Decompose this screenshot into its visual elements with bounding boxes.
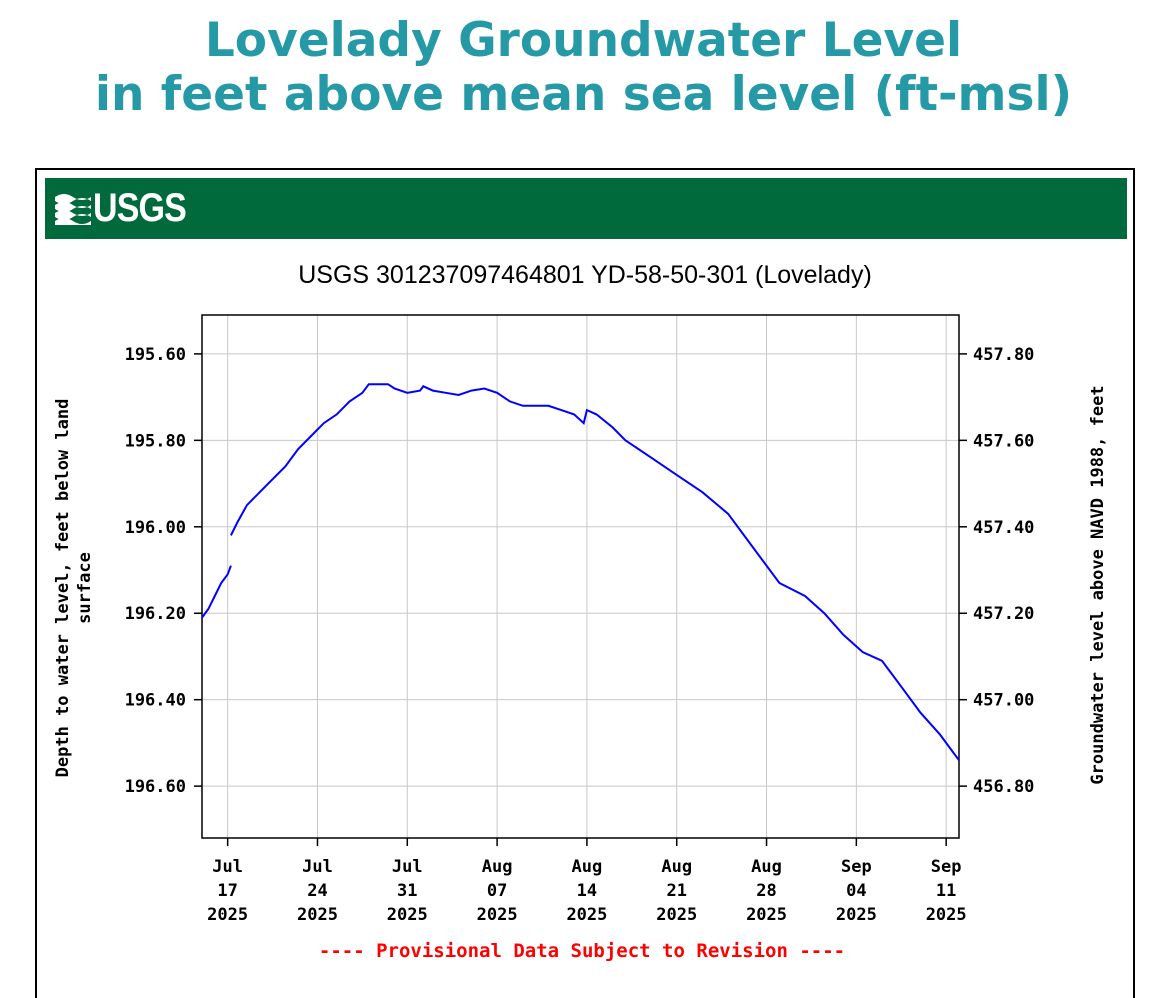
x-tick-label: 2025 [656,905,697,925]
x-tick-label: Aug [751,857,782,877]
right-tick-label: 457.20 [973,604,1034,624]
right-tick-label: 457.80 [973,345,1034,365]
right-tick-label: 456.80 [973,777,1034,797]
x-tick-label: 2025 [566,905,607,925]
left-axis-label-line2: surface [75,552,95,624]
x-tick-label: 11 [936,881,956,901]
x-tick-label: 2025 [477,905,518,925]
left-tick-label: 195.80 [125,431,186,451]
right-axis-label-text: Groundwater level above NAVD 1988, feet [1088,385,1108,784]
page-title: Lovelady Groundwater Level in feet above… [0,14,1167,122]
page-title-line2: in feet above mean sea level (ft-msl) [94,67,1073,122]
x-tick-label: 2025 [387,905,428,925]
x-tick-label: 17 [217,881,237,901]
series-line [230,383,960,761]
x-tick-label: 04 [846,881,866,901]
right-tick-label: 457.60 [973,431,1034,451]
right-tick-label: 457.00 [973,691,1034,711]
right-tick-label: 457.40 [973,518,1034,538]
left-tick-label: 196.60 [125,777,186,797]
left-axis-label-line1: Depth to water level, feet below land [53,399,73,778]
x-tick-label: 2025 [836,905,877,925]
x-tick-label: Jul [212,857,243,877]
x-tick-label: Aug [572,857,603,877]
x-tick-label: Aug [661,857,692,877]
grid-lines [202,315,959,838]
x-tick-label: Sep [841,857,872,877]
x-tick-label: Jul [392,857,423,877]
page-title-line1: Lovelady Groundwater Level [204,13,963,68]
right-axis-ticks: 457.80 457.60 457.40 457.20 457.00 456.80 [959,345,1034,797]
right-axis-label: Groundwater level above NAVD 1988, feet [1088,385,1108,784]
left-tick-label: 195.60 [125,345,186,365]
series-line [201,565,232,619]
x-tick-label: 14 [577,881,597,901]
provisional-note: ---- Provisional Data Subject to Revisio… [319,940,845,962]
x-tick-label: Sep [931,857,962,877]
left-tick-label: 196.00 [125,518,186,538]
left-axis-label: Depth to water level, feet below land su… [53,399,95,778]
x-axis-ticks: Jul 17 2025 Jul 24 2025 Jul 31 2025 Aug 07 2025 Aug 1… [207,838,967,925]
x-tick-label: 2025 [297,905,338,925]
plot-area-border [201,314,960,839]
chart-frame [35,168,1135,998]
usgs-wave-icon [55,194,91,225]
x-tick-label: 24 [307,881,327,901]
x-tick-label: 07 [487,881,507,901]
left-tick-label: 196.40 [125,691,186,711]
x-tick-label: 2025 [746,905,787,925]
x-tick-label: 21 [666,881,686,901]
x-tick-label: Jul [302,857,333,877]
x-tick-label: 28 [756,881,776,901]
x-tick-label: 2025 [207,905,248,925]
left-axis-ticks: 195.60 195.80 196.00 196.20 196.40 196.60 [125,345,202,797]
chart-title: USGS 301237097464801 YD-58-50-301 (Lovel… [298,261,872,289]
usgs-banner: USGS [45,178,1127,239]
left-tick-label: 196.20 [125,604,186,624]
x-tick-label: 2025 [926,905,967,925]
x-tick-label: Aug [482,857,513,877]
x-tick-label: 31 [397,881,417,901]
usgs-logo-text: USGS [93,186,187,230]
series-lines [201,383,960,761]
